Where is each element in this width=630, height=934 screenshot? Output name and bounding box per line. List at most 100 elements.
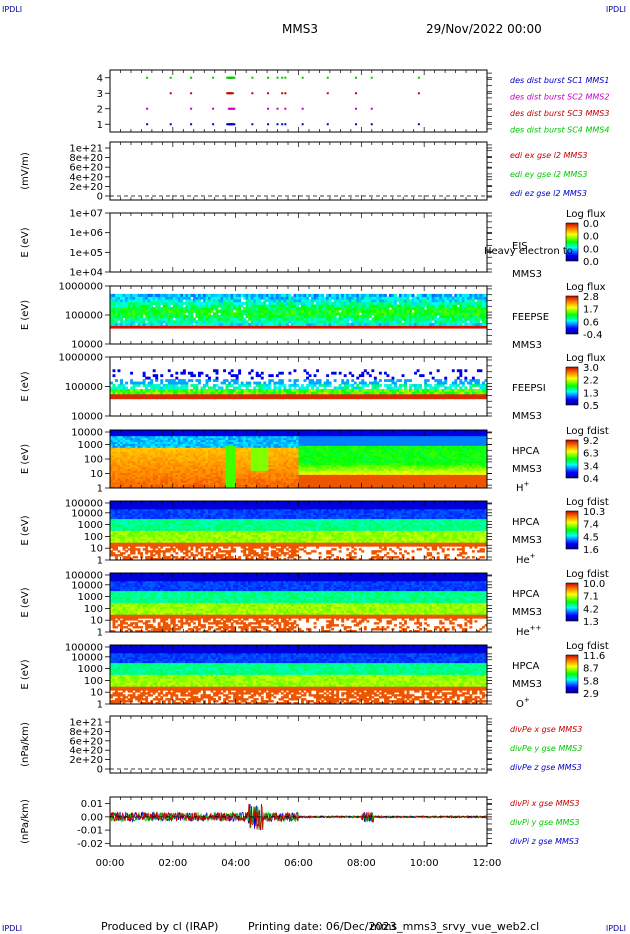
feepsi-cbar-tick: 1.3: [583, 388, 599, 399]
divpe-ylabel: (nPa/km): [20, 722, 31, 767]
divpe-ytick-label: 2e+20: [69, 755, 103, 766]
hpca_hepp-cbar-tick: 7.1: [583, 592, 599, 603]
date-title: 29/Nov/2022 00:00: [426, 22, 542, 36]
burst-mark: [229, 107, 236, 110]
burst-mark: [169, 123, 172, 126]
burst-mark: [370, 123, 373, 126]
burst-mark: [267, 107, 270, 110]
hpca_o-species-label: O+: [516, 696, 530, 710]
eis-instrument-label: EIS: [512, 241, 528, 252]
burst-ytick-label: 3: [97, 89, 103, 100]
hpca_h-ylabel: E (eV): [20, 444, 31, 474]
burst-mark: [229, 123, 236, 126]
edi-legend-0: edi ex gse l2 MMS3: [510, 151, 588, 160]
burst-mark: [276, 123, 279, 126]
burst-legend-2: des dist burst SC3 MMS3: [510, 109, 609, 118]
feepsi-ytick-label: 100000: [65, 382, 103, 393]
hpca_h-spacecraft-label: MMS3: [512, 464, 542, 475]
burst-mark: [146, 107, 149, 110]
hpca_hepp-ytick-label: 10: [90, 616, 103, 627]
x-tick-label: 10:00: [410, 858, 439, 869]
burst-mark: [284, 76, 287, 79]
hpca_hepp-ytick-label: 100: [84, 604, 103, 615]
hpca_hepp-spacecraft-label: MMS3: [512, 607, 542, 618]
eis-cbar-tick: 0.0: [583, 219, 599, 230]
x-tick-label: 06:00: [284, 858, 313, 869]
hpca_o-ylabel: E (eV): [20, 659, 31, 689]
eis-ytick-label: 1e+06: [69, 228, 103, 239]
burst-mark: [301, 123, 304, 126]
hpca_h-species-label: H+: [516, 480, 530, 494]
burst-mark: [267, 92, 270, 95]
burst-mark: [276, 76, 279, 79]
hpca_hepp-ytick-label: 10000: [71, 580, 103, 591]
hpca_o-ytick-label: 1000: [78, 664, 103, 675]
hpca_hepp-ylabel: E (eV): [20, 587, 31, 617]
burst-mark: [326, 76, 329, 79]
burst-ytick-label: 4: [97, 73, 103, 84]
feepse-cbar-tick: 0.6: [583, 317, 599, 328]
burst-mark: [355, 92, 358, 95]
divpe-ytick-label: 0: [97, 765, 103, 776]
burst-frame: [109, 69, 488, 133]
burst-mark: [267, 76, 270, 79]
burst-legend-1: des dist burst SC2 MMS2: [510, 93, 609, 102]
burst-mark: [169, 92, 172, 95]
feepsi-colorbar: [565, 366, 579, 406]
edi-ylabel: (mV/m): [20, 152, 31, 190]
x-tick-label: 02:00: [158, 858, 187, 869]
eis-ytick-label: 1e+04: [69, 268, 103, 279]
burst-mark: [355, 76, 358, 79]
hpca_hepp-cbar-tick: 10.0: [583, 579, 605, 590]
feepsi-cbar-tick: 3.0: [583, 363, 599, 374]
footer-printing-date: Printing date: 06/Dec/2023: [248, 920, 397, 933]
hpca_he-cbar-title: Log fdist: [566, 497, 609, 508]
hpca_hepp-cbar-tick: 4.2: [583, 604, 599, 615]
feepsi-ytick-label: 1000000: [58, 353, 103, 364]
burst-mark: [284, 123, 287, 126]
edi-ytick-label: 1e+21: [69, 144, 103, 155]
edi-legend-2: edi ez gse l2 MMS3: [510, 189, 587, 198]
burst-mark: [227, 92, 234, 95]
burst-mark: [417, 123, 420, 126]
hpca_o-instrument-label: HPCA: [512, 661, 540, 672]
burst-mark: [417, 76, 420, 79]
divpi-legend-2: divPi z gse MMS3: [510, 837, 579, 846]
hpca_o-ytick-label: 100: [84, 676, 103, 687]
hpca_hepp-cbar-tick: 1.3: [583, 617, 599, 628]
hpca_he-spacecraft-label: MMS3: [512, 535, 542, 546]
eis-cbar-title: Log flux: [566, 209, 606, 220]
eis-overlay-text: Heavy electron to: [484, 246, 573, 257]
edi-ytick-label: 0: [97, 192, 103, 203]
hpca_o-cbar-title: Log fdist: [566, 641, 609, 652]
hpca_hepp-spectrogram: [110, 573, 488, 633]
feepse-ytick-label: 10000: [71, 340, 103, 351]
hpca_he-species-label: He+: [516, 552, 536, 566]
burst-legend-0: des dist burst SC1 MMS1: [510, 76, 609, 85]
edi-ytick-label: 8e+20: [69, 153, 103, 164]
divpe-ytick-label: 8e+20: [69, 727, 103, 738]
hpca_he-ytick-label: 10000: [71, 508, 103, 519]
eis-frame: [109, 212, 488, 273]
hpca_o-cbar-tick: 2.9: [583, 689, 599, 700]
divpe-legend-2: divPe z gse MMS3: [510, 763, 582, 772]
eis-cbar-tick: 0.0: [583, 244, 599, 255]
feepse-cbar-tick: 1.7: [583, 305, 599, 316]
divpe-ytick-label: 6e+20: [69, 736, 103, 747]
hpca_hepp-species-label: He++: [516, 624, 542, 638]
feepsi-instrument-label: FEEPSI: [512, 383, 546, 394]
burst-mark: [326, 123, 329, 126]
feepse-ytick-label: 1000000: [58, 282, 103, 293]
hpca_he-cbar-tick: 7.4: [583, 520, 599, 531]
hpca_h-cbar-tick: 0.4: [583, 474, 599, 485]
burst-mark: [355, 123, 358, 126]
hpca_h-ytick-label: 10: [90, 469, 103, 480]
burst-mark: [281, 92, 284, 95]
hpca_o-cbar-tick: 5.8: [583, 676, 599, 687]
hpca_hepp-ytick-label: 1: [97, 628, 103, 639]
feepse-cbar-tick: -0.4: [583, 330, 603, 341]
edi-ytick-label: 6e+20: [69, 163, 103, 174]
divpe-frame: [109, 715, 488, 774]
hpca_h-ytick-label: 1: [97, 484, 103, 495]
burst-mark: [355, 107, 358, 110]
